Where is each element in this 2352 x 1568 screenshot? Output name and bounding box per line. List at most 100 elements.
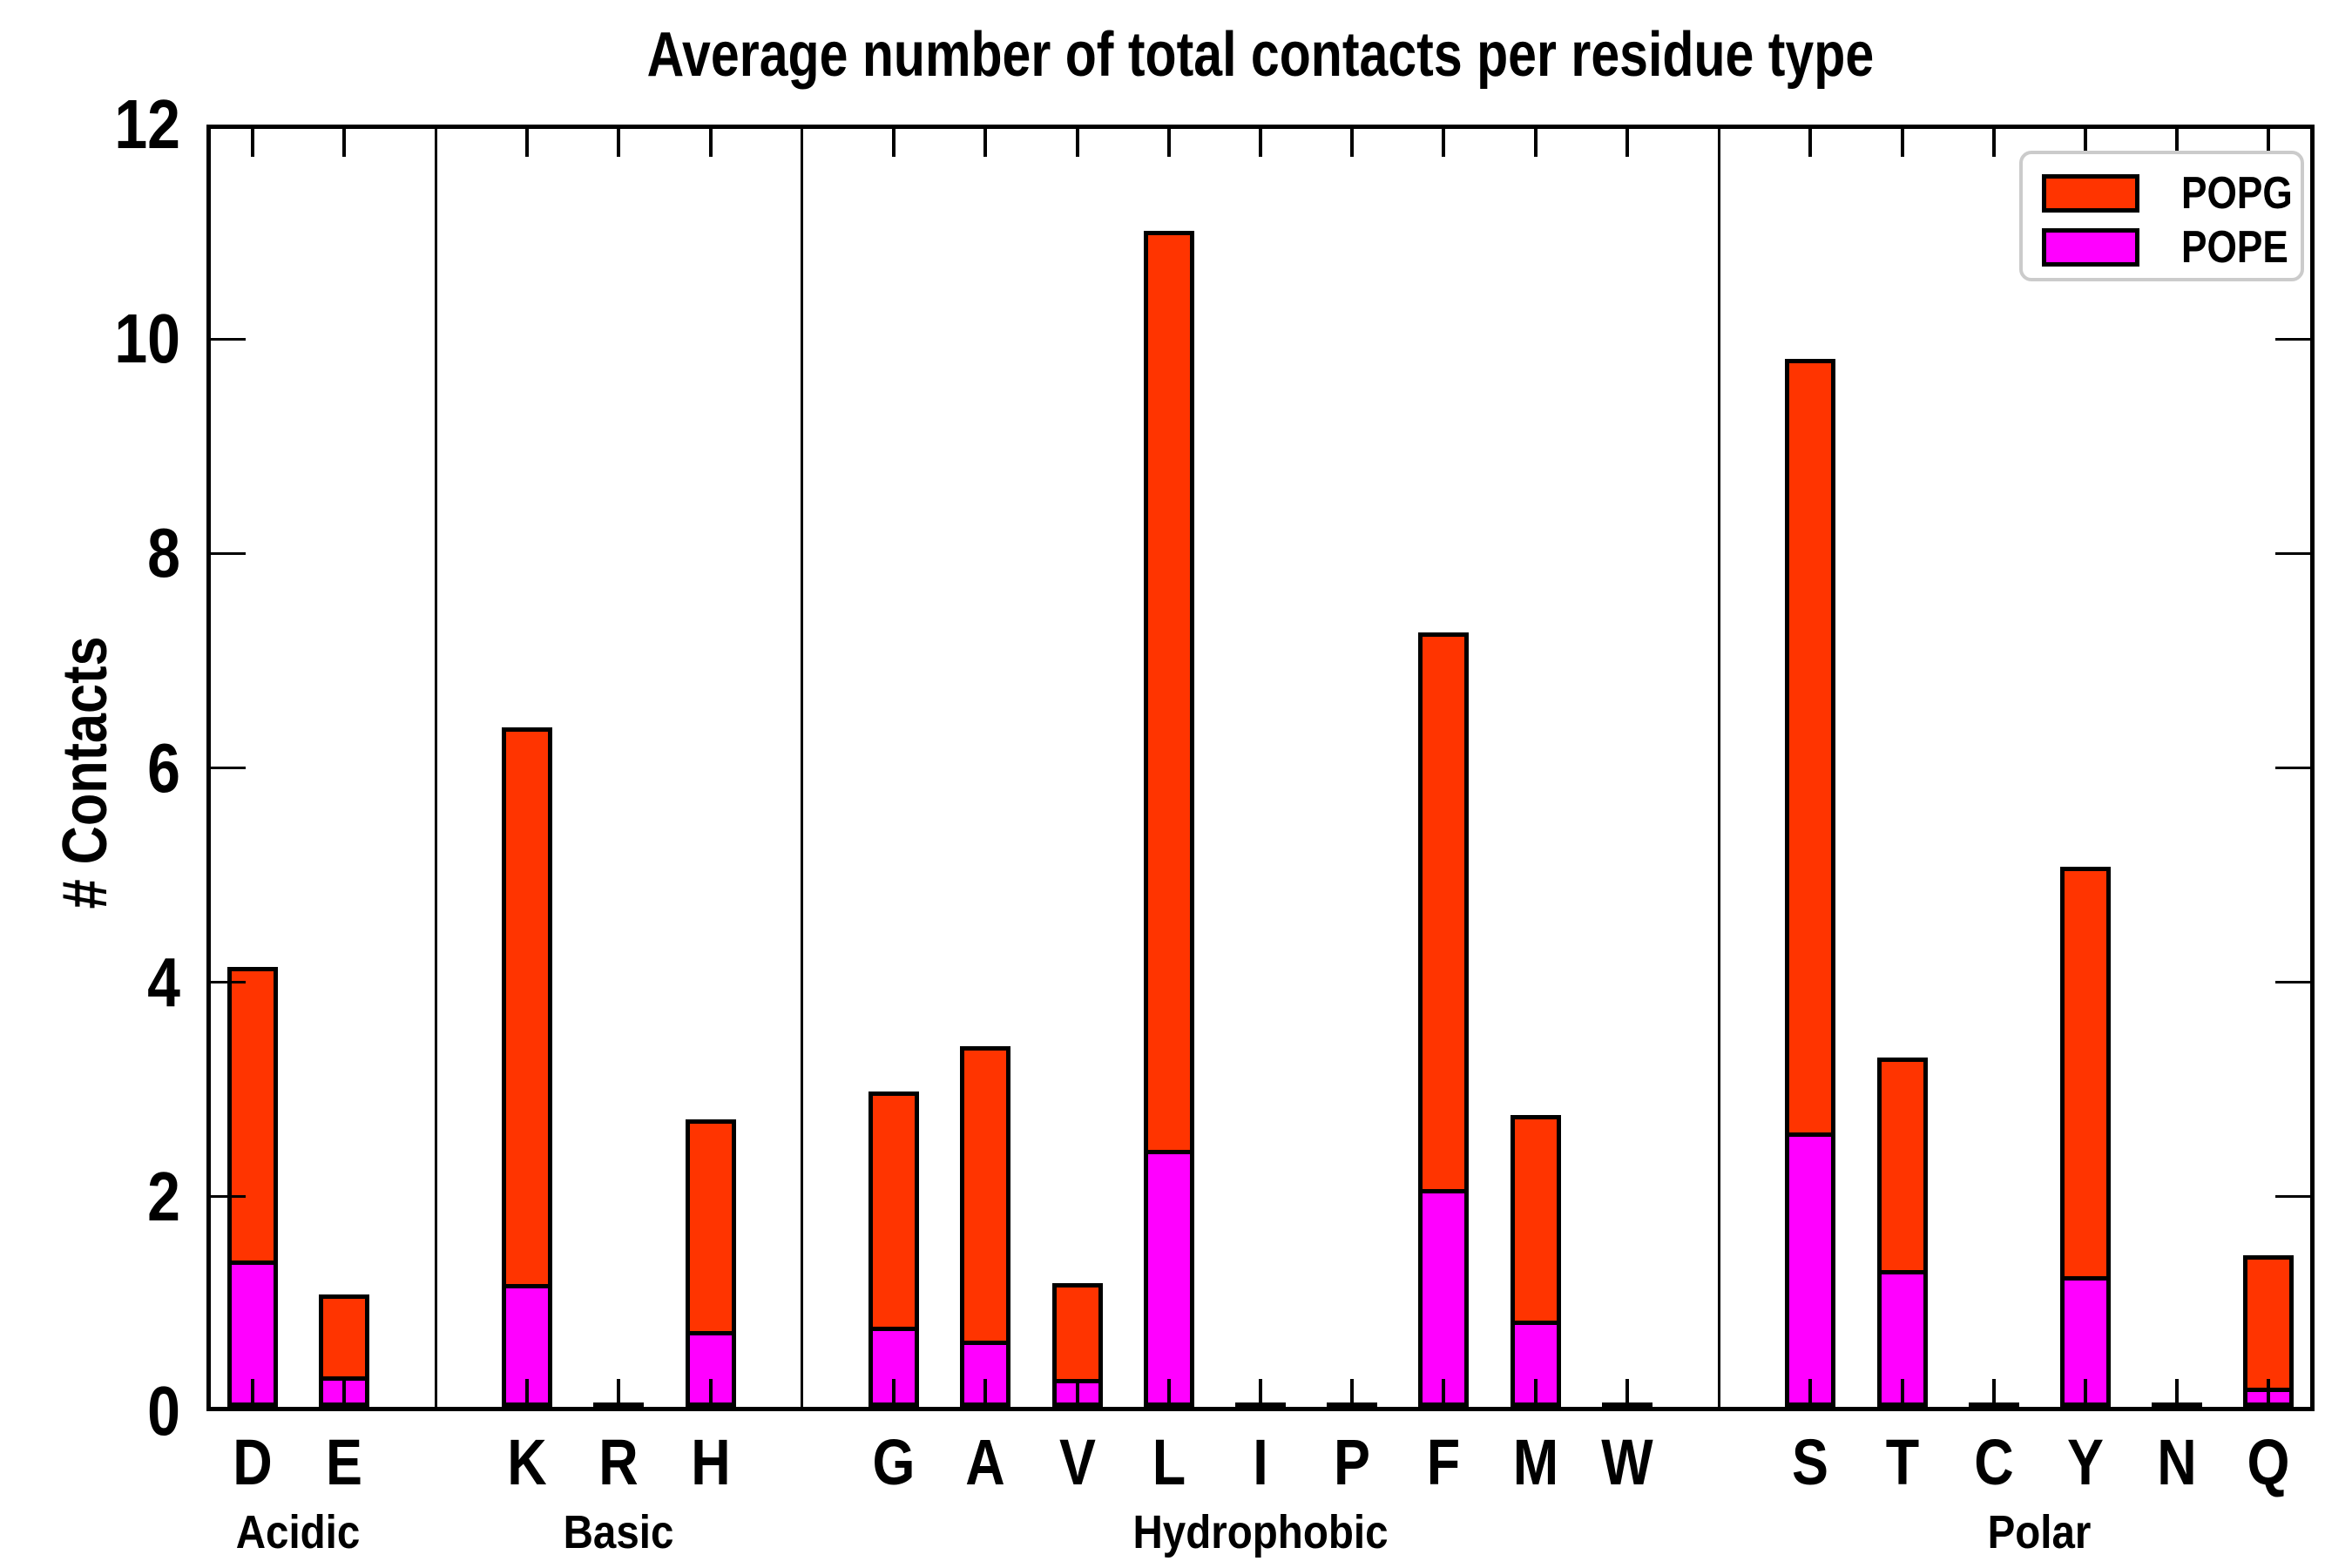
- x-tick-bottom-Q: [2267, 1379, 2271, 1407]
- x-tick-bottom-P: [1350, 1379, 1355, 1407]
- x-tick-top-A: [983, 129, 988, 157]
- x-tick-bottom-F: [1442, 1379, 1446, 1407]
- x-tick-label-P: P: [1334, 1426, 1371, 1498]
- bar-S: [1785, 359, 1836, 1407]
- x-tick-top-E: [341, 129, 346, 157]
- x-tick-label-R: R: [598, 1426, 639, 1498]
- x-tick-bottom-H: [708, 1379, 713, 1407]
- bar-L: [1143, 231, 1194, 1407]
- x-tick-top-K: [525, 129, 530, 157]
- x-tick-top-M: [1533, 129, 1538, 157]
- bar-Y: [2059, 867, 2111, 1407]
- x-tick-top-L: [1166, 129, 1171, 157]
- x-tick-label-A: A: [965, 1426, 1006, 1498]
- y-tick-left-2: [211, 1195, 246, 1199]
- x-tick-bottom-Y: [2083, 1379, 2087, 1407]
- legend-item-pope: POPE: [2042, 222, 2308, 273]
- bar-L-pope-segment: [1147, 1150, 1190, 1402]
- pope-swatch: [2042, 228, 2139, 267]
- x-tick-label-Y: Y: [2066, 1426, 2104, 1498]
- x-tick-top-F: [1442, 129, 1446, 157]
- x-tick-top-I: [1259, 129, 1262, 157]
- x-tick-top-G: [892, 129, 896, 157]
- x-tick-bottom-W: [1625, 1379, 1629, 1407]
- x-tick-top-H: [708, 129, 713, 157]
- x-tick-top-T: [1900, 129, 1904, 157]
- y-tick-right-10: [2275, 337, 2310, 341]
- legend-label-pope: POPE: [2181, 222, 2288, 273]
- y-tick-label-2: 2: [147, 1157, 180, 1235]
- group-label-hydrophobic: Hydrophobic: [1132, 1506, 1389, 1558]
- x-tick-label-K: K: [507, 1426, 547, 1498]
- group-label-polar: Polar: [1987, 1506, 2092, 1558]
- x-tick-top-D: [250, 129, 254, 157]
- bar-D-pope-segment: [231, 1260, 274, 1402]
- legend: POPG POPE: [2019, 151, 2304, 281]
- y-tick-left-6: [211, 767, 246, 769]
- x-tick-bottom-T: [1900, 1379, 1904, 1407]
- group-divider-line: [434, 129, 437, 1407]
- bar-S-pope-segment: [1789, 1132, 1832, 1402]
- y-tick-left-4: [211, 981, 246, 984]
- x-tick-bottom-V: [1075, 1379, 1079, 1407]
- x-tick-label-L: L: [1152, 1426, 1186, 1498]
- bar-K: [502, 727, 553, 1407]
- x-tick-label-G: G: [872, 1426, 916, 1498]
- bar-D: [226, 967, 278, 1407]
- y-tick-label-8: 8: [147, 514, 180, 592]
- x-tick-bottom-N: [2175, 1379, 2180, 1407]
- x-tick-label-F: F: [1427, 1426, 1461, 1498]
- y-tick-label-12: 12: [114, 85, 180, 163]
- popg-swatch: [2042, 174, 2139, 213]
- x-tick-label-M: M: [1512, 1426, 1558, 1498]
- bar-M: [1510, 1115, 1561, 1407]
- x-tick-label-V: V: [1058, 1426, 1096, 1498]
- x-tick-top-R: [617, 129, 621, 157]
- x-tick-bottom-E: [341, 1379, 346, 1407]
- y-tick-right-4: [2275, 981, 2310, 984]
- x-tick-bottom-C: [1991, 1379, 1996, 1407]
- x-tick-label-D: D: [232, 1426, 273, 1498]
- x-tick-top-W: [1625, 129, 1629, 157]
- y-tick-right-6: [2275, 767, 2310, 769]
- bar-A: [960, 1046, 1011, 1407]
- x-tick-bottom-I: [1259, 1379, 1262, 1407]
- y-tick-left-8: [211, 551, 246, 555]
- x-tick-bottom-M: [1533, 1379, 1538, 1407]
- x-tick-bottom-G: [892, 1379, 896, 1407]
- x-tick-label-C: C: [1974, 1426, 2014, 1498]
- y-tick-left-10: [211, 337, 246, 341]
- bar-F-pope-segment: [1423, 1189, 1465, 1402]
- x-tick-label-W: W: [1601, 1426, 1653, 1498]
- legend-label-popg: POPG: [2181, 168, 2293, 219]
- x-tick-label-H: H: [690, 1426, 731, 1498]
- x-tick-bottom-S: [1808, 1379, 1813, 1407]
- x-tick-top-Q: [2267, 129, 2271, 157]
- chart-title-text: Average number of total contacts per res…: [646, 20, 1875, 90]
- x-tick-top-P: [1350, 129, 1355, 157]
- bar-F: [1418, 632, 1470, 1407]
- y-tick-label-4: 4: [147, 943, 180, 1021]
- bar-T: [1876, 1058, 1928, 1407]
- x-tick-label-S: S: [1792, 1426, 1829, 1498]
- x-tick-label-Q: Q: [2247, 1426, 2290, 1498]
- x-tick-label-N: N: [2157, 1426, 2197, 1498]
- x-tick-top-S: [1808, 129, 1813, 157]
- x-tick-bottom-A: [983, 1379, 988, 1407]
- chart-title: Average number of total contacts per res…: [206, 19, 2315, 91]
- x-tick-bottom-L: [1166, 1379, 1171, 1407]
- plot-area: [206, 125, 2315, 1411]
- x-tick-label-T: T: [1885, 1426, 1919, 1498]
- y-tick-label-6: 6: [147, 728, 180, 807]
- bar-H: [685, 1119, 736, 1407]
- group-label-basic: Basic: [564, 1506, 674, 1558]
- x-tick-top-N: [2175, 129, 2180, 157]
- x-tick-label-I: I: [1253, 1426, 1268, 1498]
- x-tick-bottom-D: [250, 1379, 254, 1407]
- group-divider-line: [801, 129, 804, 1407]
- group-divider-line: [1717, 129, 1720, 1407]
- x-tick-top-Y: [2083, 129, 2087, 157]
- legend-item-popg: POPG: [2042, 168, 2312, 219]
- x-tick-top-V: [1075, 129, 1079, 157]
